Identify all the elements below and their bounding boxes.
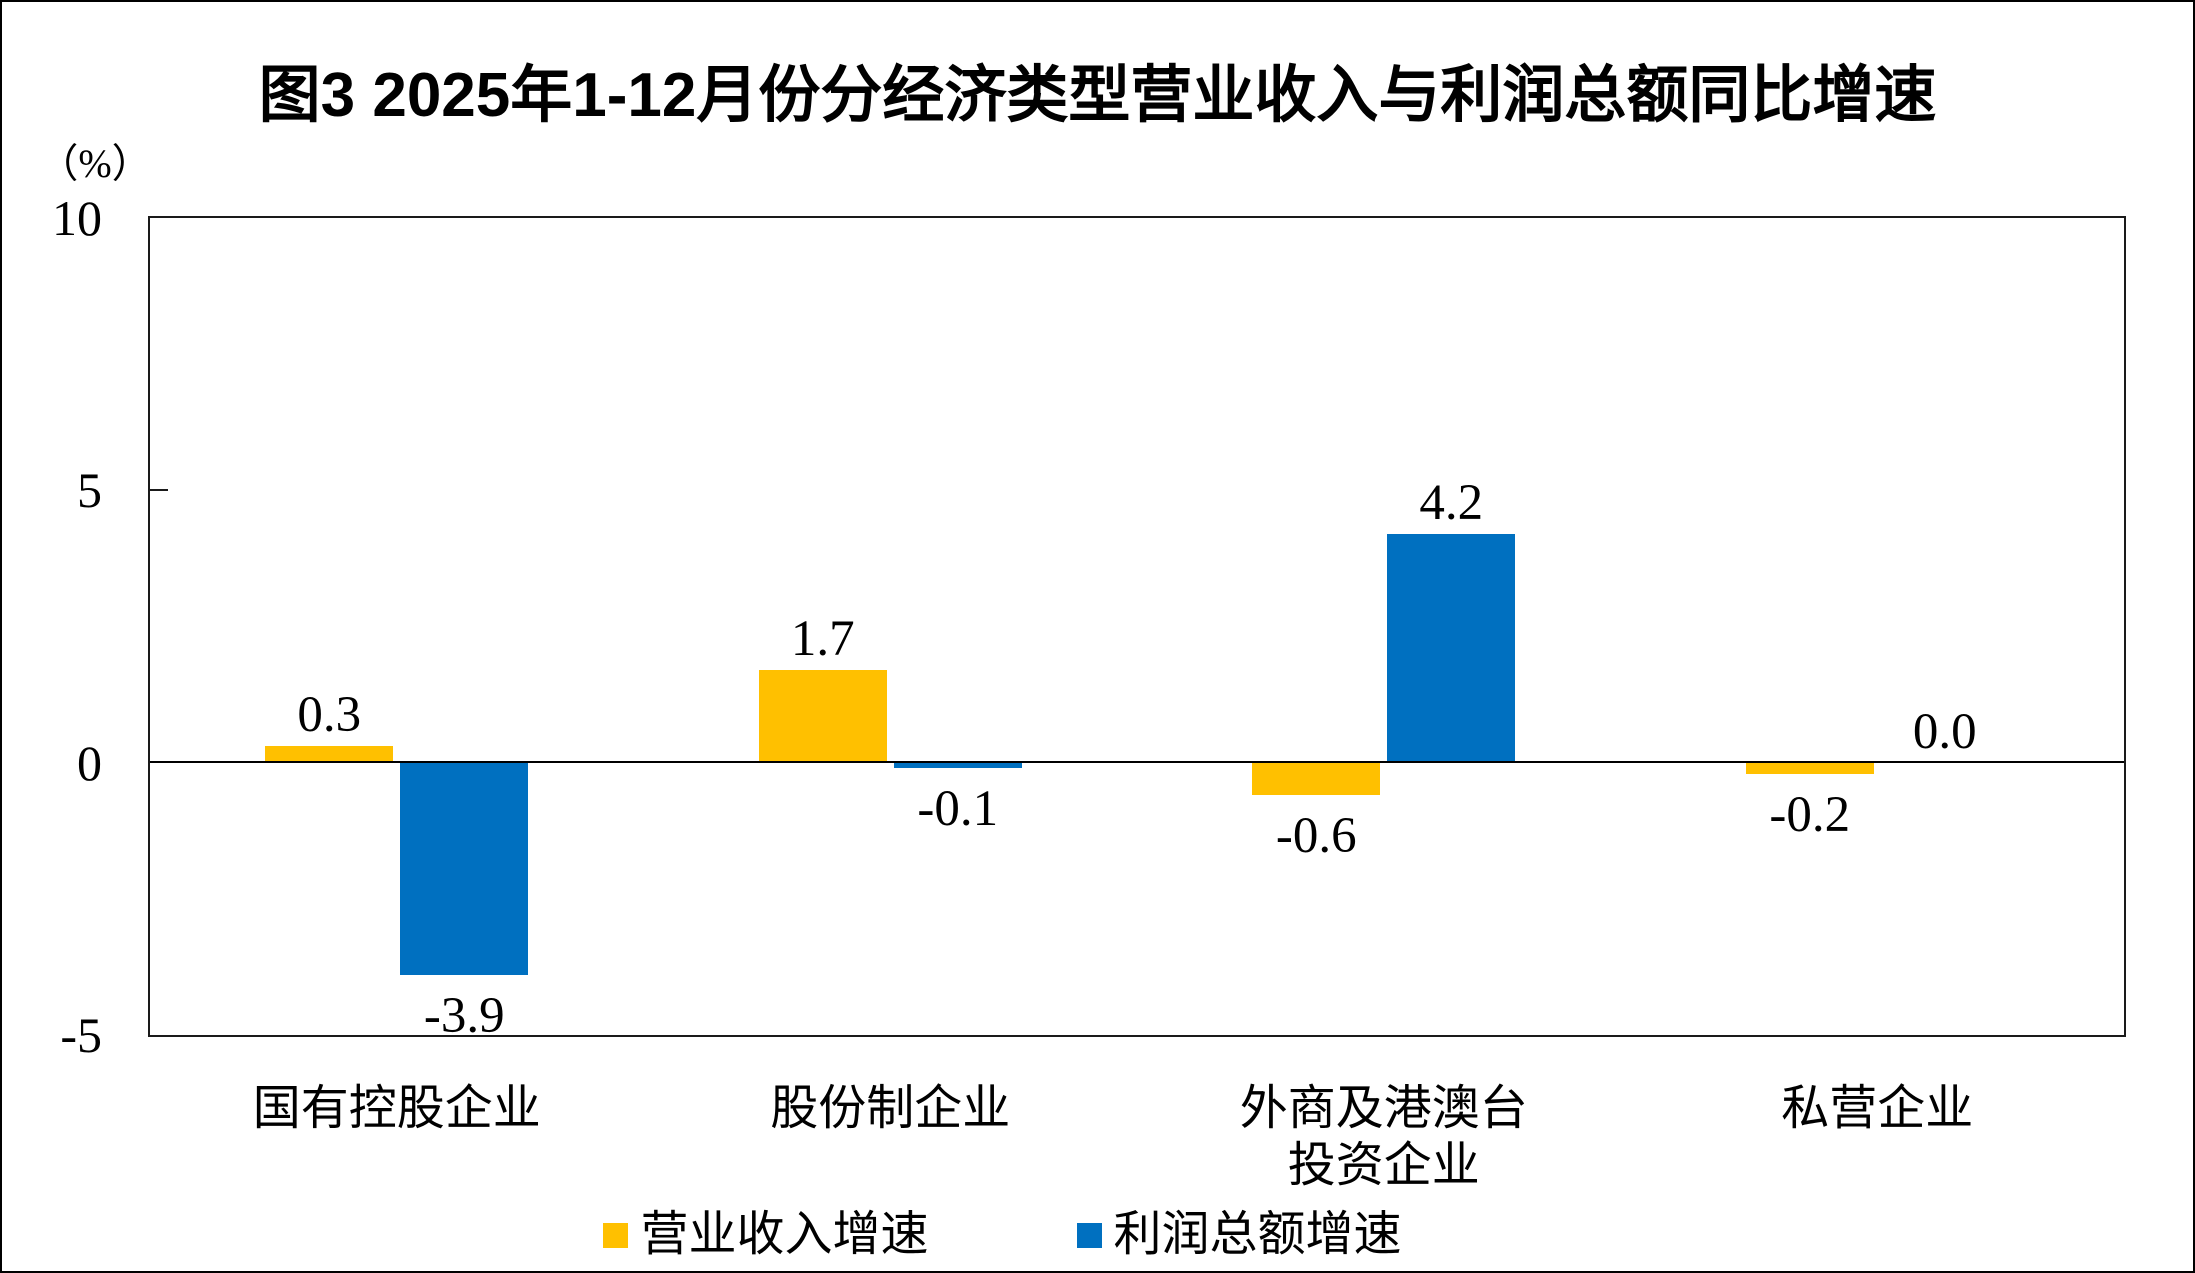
- bar-value-label: 0.3: [297, 687, 362, 744]
- bar: [758, 670, 887, 763]
- bar-value-label: 1.7: [790, 611, 855, 668]
- bar: [1252, 762, 1381, 796]
- zero-line: [150, 761, 2124, 763]
- bar: [1387, 533, 1516, 763]
- y-tick-label: 5: [77, 462, 102, 519]
- bar-value-label: -0.1: [917, 781, 999, 838]
- bar: [1745, 762, 1874, 774]
- legend-item: 利润总额增速: [1076, 1205, 1402, 1265]
- legend-swatch: [603, 1222, 629, 1248]
- chart-title: 图3 2025年1-12月份分经济类型营业收入与利润总额同比增速: [258, 61, 1937, 130]
- bar-value-label: 4.2: [1419, 474, 1484, 531]
- bar-value-label: -0.6: [1275, 808, 1357, 865]
- bar-value-label: 0.0: [1912, 703, 1977, 760]
- bar: [400, 762, 529, 976]
- legend-swatch: [1076, 1222, 1102, 1248]
- bar-value-label: -3.9: [423, 988, 505, 1045]
- legend-label: 营业收入增速: [640, 1208, 929, 1261]
- bar-value-label: -0.2: [1769, 786, 1851, 843]
- category-label: 私营企业: [1781, 1082, 1974, 1135]
- category-label: 外商及港澳台 投资企业: [1239, 1082, 1528, 1192]
- y-tick-label: 0: [77, 734, 102, 791]
- y-axis-unit-label: （%）: [38, 141, 152, 186]
- legend: 营业收入增速 利润总额增速: [2, 1205, 2098, 1265]
- category-label: 国有控股企业: [252, 1082, 541, 1135]
- legend-label: 利润总额增速: [1113, 1208, 1402, 1261]
- y-tick-label: -5: [60, 1007, 102, 1063]
- y-tick-mark: [148, 489, 168, 492]
- plot-area: 0.3 1.7 -0.6 -0.2 -3.9 -0.1 4.2 0.0: [148, 216, 2126, 1044]
- category-label: 股份制企业: [770, 1082, 1011, 1135]
- bar: [265, 746, 394, 763]
- bar: [893, 762, 1022, 769]
- y-tick-label: 10: [52, 190, 102, 246]
- legend-item: 营业收入增速: [603, 1205, 929, 1265]
